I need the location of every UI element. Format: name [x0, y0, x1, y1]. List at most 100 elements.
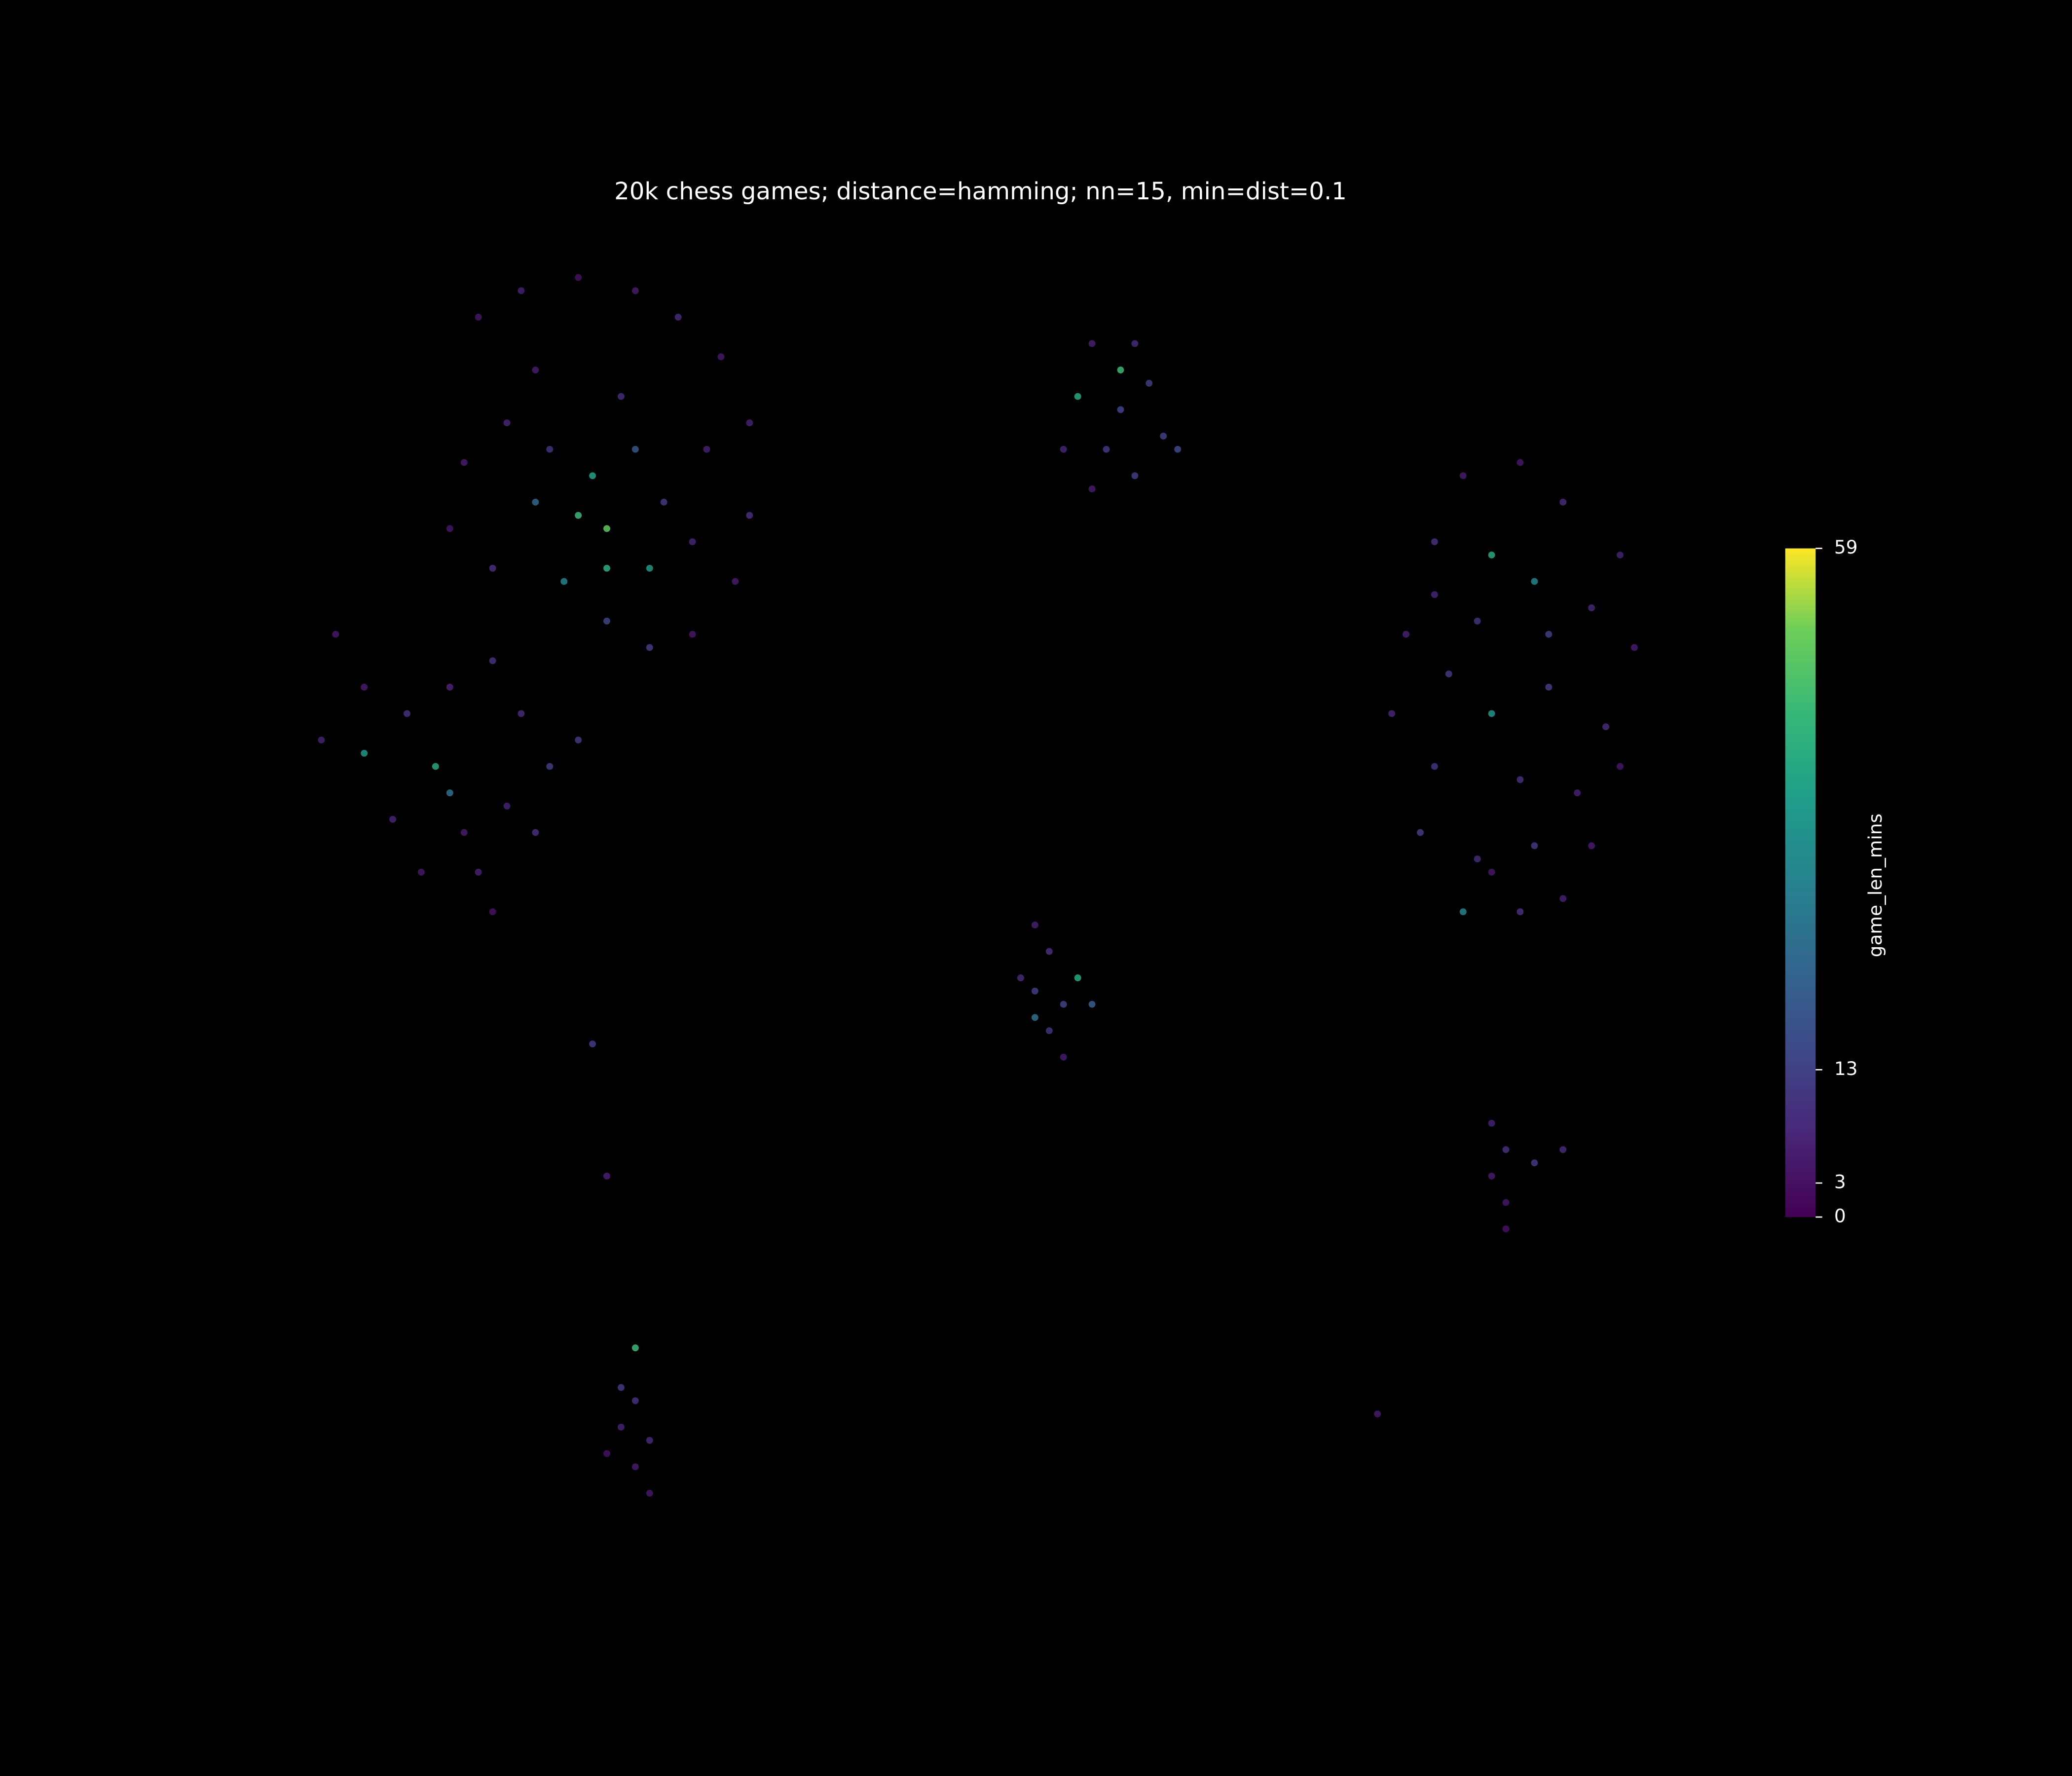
point [589, 472, 596, 480]
point [674, 313, 682, 321]
point [732, 578, 739, 585]
point [1602, 723, 1609, 731]
point [546, 445, 554, 453]
point [1488, 1119, 1495, 1127]
point [475, 313, 482, 321]
point [1031, 922, 1038, 928]
point [631, 287, 639, 295]
point [404, 710, 410, 717]
point [532, 367, 539, 373]
point [1045, 1027, 1053, 1035]
point [1416, 829, 1424, 836]
point [603, 1450, 610, 1457]
colorbar-tick-label: 3 [1834, 1171, 1846, 1193]
point [1517, 908, 1524, 916]
point [1403, 630, 1409, 638]
point [1588, 604, 1595, 612]
point [1574, 789, 1581, 797]
point [1616, 763, 1624, 770]
point [703, 445, 710, 453]
point [503, 419, 511, 427]
point [1031, 987, 1038, 995]
point [603, 564, 610, 572]
point [1103, 445, 1110, 453]
point [1517, 459, 1524, 466]
colorbar-label: game_len_mins [1864, 814, 1886, 957]
point [746, 512, 753, 519]
point [717, 353, 725, 361]
colorbar-tick-label: 0 [1834, 1205, 1846, 1226]
point [1060, 1053, 1067, 1061]
point [1074, 974, 1081, 982]
point [1131, 472, 1139, 480]
point [1459, 908, 1467, 916]
point [475, 868, 482, 876]
point [1517, 776, 1524, 783]
point [1616, 552, 1624, 558]
point [1531, 578, 1538, 585]
point [589, 1040, 596, 1048]
point [660, 498, 667, 506]
point [1559, 1146, 1567, 1153]
point [603, 1172, 610, 1180]
point [446, 683, 453, 691]
point [1017, 974, 1024, 982]
point [1559, 498, 1567, 506]
point [489, 564, 496, 572]
point [1459, 472, 1467, 480]
point [1474, 617, 1481, 625]
point [617, 393, 625, 400]
point [1088, 1000, 1096, 1008]
point [361, 683, 368, 691]
point [546, 763, 554, 770]
point [617, 1384, 625, 1391]
point [575, 274, 582, 281]
point [1531, 1159, 1538, 1167]
point [1445, 670, 1452, 678]
point [1431, 538, 1438, 546]
point [689, 538, 696, 546]
point [503, 802, 511, 810]
point [603, 617, 610, 625]
point [460, 459, 468, 466]
point [631, 1397, 639, 1405]
point [1031, 1014, 1038, 1021]
point [575, 737, 582, 743]
point [1502, 1199, 1510, 1206]
point [575, 512, 582, 519]
point [1374, 1410, 1381, 1418]
point [1502, 1146, 1510, 1153]
point [1531, 842, 1538, 850]
point [1502, 1225, 1510, 1233]
point [646, 1437, 653, 1444]
point [1474, 855, 1481, 863]
point [1160, 432, 1167, 440]
point [560, 578, 568, 585]
point [432, 763, 439, 770]
point [1117, 367, 1124, 373]
point [1630, 644, 1638, 651]
point [318, 737, 325, 743]
point [1488, 552, 1495, 558]
point [1088, 485, 1096, 493]
point [332, 630, 339, 638]
point [689, 630, 696, 638]
point [1488, 868, 1495, 876]
point [417, 868, 425, 876]
point [603, 525, 610, 532]
point [1045, 948, 1053, 955]
point [1131, 340, 1139, 347]
point [746, 419, 753, 427]
point [1488, 1172, 1495, 1180]
point [532, 498, 539, 506]
point [361, 749, 368, 757]
point [1431, 763, 1438, 770]
point [1088, 340, 1096, 347]
point [460, 829, 468, 836]
point [1388, 710, 1396, 717]
point [617, 1423, 625, 1431]
point [389, 815, 397, 823]
point [1545, 683, 1553, 691]
point [518, 710, 525, 717]
